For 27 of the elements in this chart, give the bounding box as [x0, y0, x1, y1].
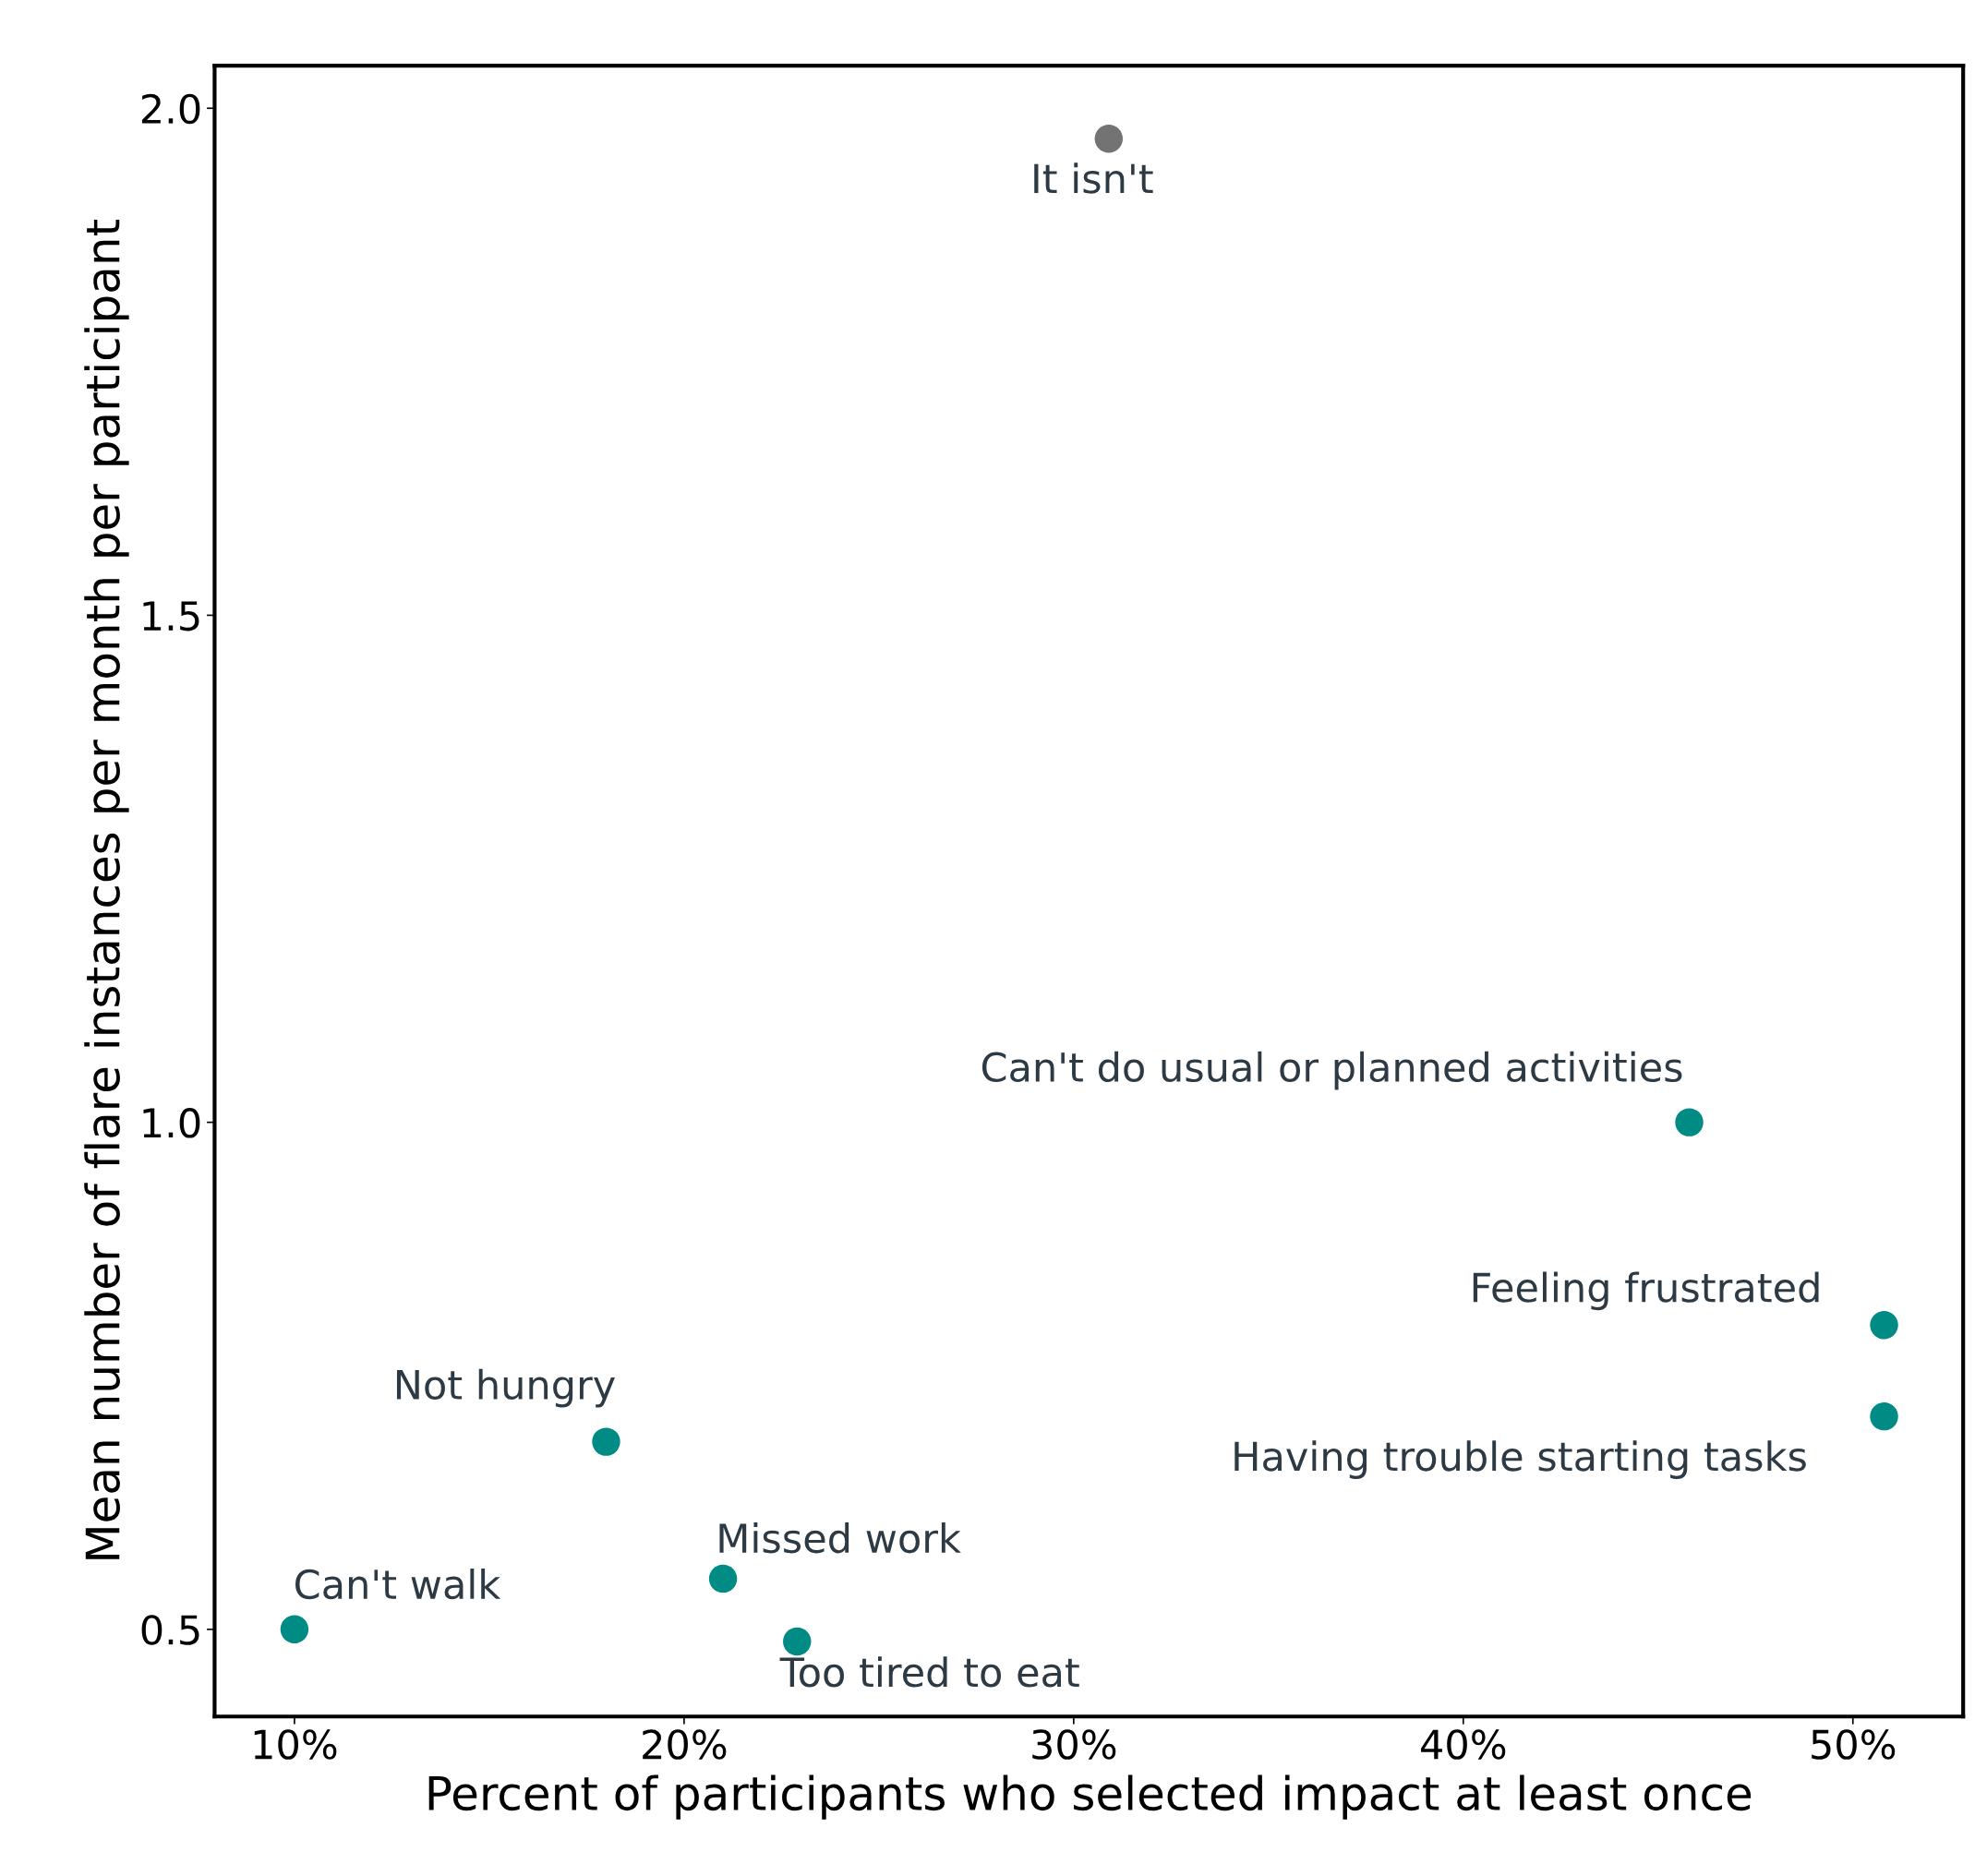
- y-tick-label: 0.5: [141, 1615, 199, 1645]
- x-tick-label: 50%: [1812, 1729, 1896, 1760]
- y-tick-label: 1.5: [143, 601, 199, 631]
- point: [783, 1627, 812, 1656]
- point: [280, 1615, 309, 1644]
- x-tick-label: 10%: [254, 1729, 337, 1760]
- x-axis-title: Percent of participants who selected impact at least once: [428, 1774, 1752, 1820]
- point: [1675, 1108, 1704, 1136]
- x-tick-label: 20%: [643, 1729, 727, 1760]
- point: [708, 1564, 738, 1593]
- x-tick-label: 30%: [1032, 1729, 1116, 1760]
- annotation: Too tired to eat: [779, 1656, 1079, 1688]
- annotation: It isn't: [1034, 162, 1153, 194]
- annotation: Having trouble starting tasks: [1234, 1440, 1806, 1479]
- annotation: Feeling frustrated: [1473, 1271, 1819, 1311]
- point: [1870, 1401, 1898, 1431]
- y-tick-label: 1.0: [143, 1108, 200, 1138]
- annotation: Can't walk: [295, 1568, 501, 1600]
- point: [1870, 1311, 1898, 1340]
- annotation: Missed work: [719, 1522, 961, 1554]
- point: [592, 1427, 620, 1456]
- annotation: Can't do usual or planned activities: [981, 1051, 1682, 1090]
- annotation: Not hungry: [396, 1368, 615, 1408]
- y-tick-label: 2.0: [141, 93, 200, 125]
- y-axis-title: Mean number of flare instances per month per participant: [84, 220, 129, 1559]
- point: [1094, 124, 1124, 153]
- x-tick-label: 40%: [1421, 1729, 1506, 1760]
